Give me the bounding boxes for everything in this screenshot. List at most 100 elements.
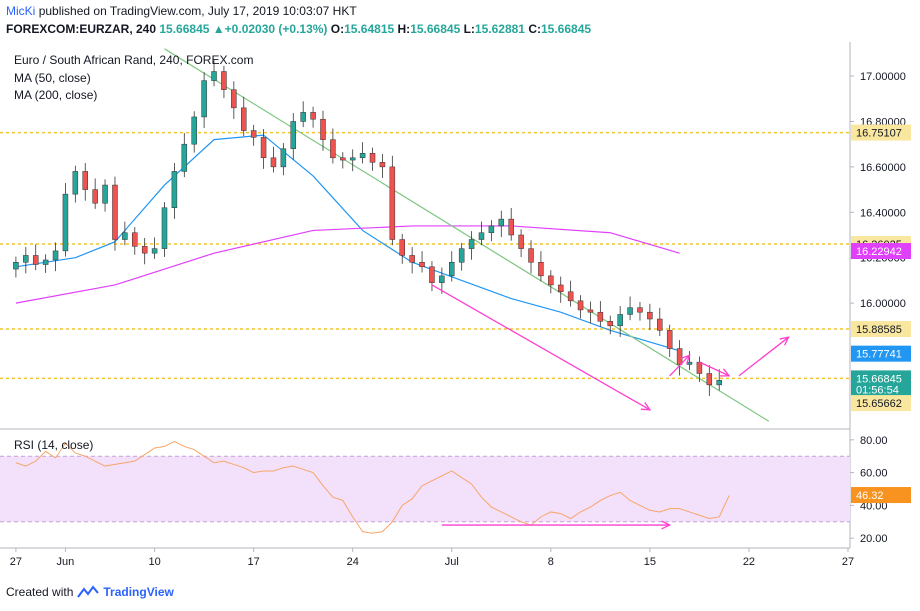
annotation-arrow xyxy=(738,336,789,377)
ma50-price-label-bg xyxy=(851,345,911,362)
time-tick-label: 22 xyxy=(743,556,755,568)
candle-body xyxy=(488,225,495,233)
low-price-label: 15.65662 xyxy=(856,398,902,410)
price-tick-label: 16.00000 xyxy=(860,298,906,310)
legend-ma200: MA (200, close) xyxy=(14,88,97,102)
annotation-arrow xyxy=(431,284,651,411)
trendline xyxy=(164,48,770,422)
candle-body xyxy=(191,116,197,145)
candle-body xyxy=(587,309,594,313)
annotation-arrow xyxy=(669,354,690,377)
candle-body xyxy=(458,248,465,263)
candle-body xyxy=(112,184,118,240)
candle-body xyxy=(567,291,574,302)
annotation-arrow-head xyxy=(779,336,790,346)
candle-body xyxy=(706,373,713,386)
low-price-label-bg xyxy=(851,395,911,412)
time-tick-label: 10 xyxy=(148,556,160,568)
candle-body xyxy=(161,207,168,249)
close-key: C: xyxy=(528,22,541,36)
level-price-label: 15.88585 xyxy=(856,324,902,336)
candle-body xyxy=(666,330,673,349)
up-arrow-icon: ▲ xyxy=(212,22,225,36)
rsi-title: RSI (14, close) xyxy=(14,438,93,452)
candle-body xyxy=(399,239,405,256)
candle-body xyxy=(52,250,59,261)
symbol-label: FOREXCOM:EURZAR, 240 xyxy=(6,22,157,36)
candle-body xyxy=(676,348,683,365)
high-key: H: xyxy=(397,22,411,36)
last-price: 15.66845 xyxy=(159,22,210,36)
time-tick-label: Jun xyxy=(57,556,75,568)
candle-body xyxy=(300,112,306,122)
footer: Created with TradingView xyxy=(6,585,174,599)
close-value: 15.66845 xyxy=(541,22,592,36)
annotation-arrow-head xyxy=(680,354,691,365)
open-key: O: xyxy=(330,22,345,36)
price-change: +0.02030 (+0.13%) xyxy=(224,22,328,36)
candle-body xyxy=(23,255,29,263)
rsi-tick-label: 80.00 xyxy=(860,435,888,447)
candle-body xyxy=(419,261,425,268)
candle-body xyxy=(647,311,653,320)
low-value: 15.62881 xyxy=(474,22,525,36)
price-tick-label: 16.80000 xyxy=(860,116,906,128)
ma200-price-label-bg xyxy=(851,243,911,260)
candle-body xyxy=(122,232,128,240)
candle-body xyxy=(449,261,455,277)
candle-body xyxy=(290,121,297,149)
time-tick-label: 27 xyxy=(842,556,854,568)
candle-body xyxy=(548,275,554,286)
rsi-tick-label: 60.00 xyxy=(860,468,888,480)
author-link[interactable]: MicKi xyxy=(6,4,36,18)
time-tick-label: 24 xyxy=(347,556,359,568)
chart-area[interactable]: 17.0000016.8000016.6000016.4000016.20000… xyxy=(0,0,920,580)
candle-body xyxy=(696,361,703,374)
level-price-label-bg xyxy=(851,321,911,338)
candle-body xyxy=(478,232,485,240)
candle-body xyxy=(82,171,88,190)
candle-body xyxy=(280,148,287,168)
rsi-tick-label: 40.00 xyxy=(860,500,888,512)
ma200-line xyxy=(15,225,680,304)
price-tick-label: 16.60000 xyxy=(860,162,906,174)
candle-body xyxy=(320,118,326,140)
candle-body xyxy=(528,248,534,263)
countdown-label: 01:56:54 xyxy=(856,384,899,396)
candle-body xyxy=(637,307,643,313)
level-price-label-bg xyxy=(851,124,911,141)
candle-body xyxy=(617,314,623,327)
time-tick-label: 17 xyxy=(248,556,260,568)
tradingview-brand[interactable]: TradingView xyxy=(103,585,174,599)
candle-body xyxy=(211,71,217,81)
candle-body xyxy=(409,255,415,263)
rsi-value-bg xyxy=(851,487,911,504)
ma50-line xyxy=(15,134,680,352)
candle-body xyxy=(330,139,336,159)
rsi-band xyxy=(0,456,850,522)
time-tick-label: 15 xyxy=(644,556,656,568)
rsi-line xyxy=(15,440,730,534)
published-text: published on TradingView.com, July 17, 2… xyxy=(38,4,357,18)
candle-body xyxy=(597,311,604,322)
open-value: 15.64815 xyxy=(344,22,395,36)
candle-body xyxy=(32,255,39,265)
rsi-tick-label: 20.00 xyxy=(860,533,888,545)
candle-body xyxy=(171,171,178,209)
price-tick-label: 16.40000 xyxy=(860,207,906,219)
annotation-arrow-head xyxy=(720,368,731,377)
candle-body xyxy=(141,246,148,254)
candle-body xyxy=(538,261,544,277)
candle-body xyxy=(151,248,158,254)
candle-body xyxy=(716,380,722,386)
chart-title: Euro / South African Rand, 240, FOREX.co… xyxy=(14,53,253,67)
candle-body xyxy=(508,218,514,236)
rsi-value-label: 46.32 xyxy=(856,490,884,502)
candle-body xyxy=(607,321,614,327)
high-value: 15.66845 xyxy=(410,22,461,36)
candle-body xyxy=(181,143,188,172)
candle-body xyxy=(439,275,445,283)
time-tick-label: Jul xyxy=(445,556,459,568)
candle-body xyxy=(369,153,376,163)
time-tick-label: 27 xyxy=(10,556,22,568)
